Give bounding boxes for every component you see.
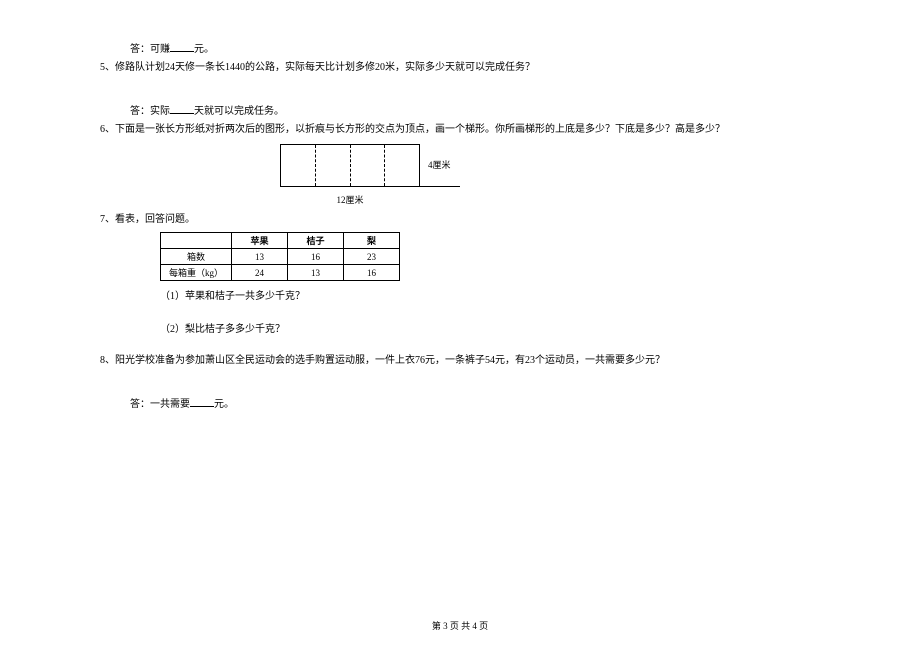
cell: 梨	[344, 233, 400, 249]
cell: 23	[344, 249, 400, 265]
q4-answer: 答：可赚 元。	[130, 42, 820, 58]
q5-answer-prefix: 答：实际	[130, 106, 170, 117]
cell: 苹果	[232, 233, 288, 249]
q5-answer-suffix: 天就可以完成任务。	[194, 106, 284, 117]
cell: 16	[344, 265, 400, 281]
cell: 13	[232, 249, 288, 265]
q4-answer-suffix: 元。	[194, 44, 214, 55]
fruit-table: 苹果 桔子 梨 箱数 13 16 23 每箱重（kg） 24 13 16	[160, 232, 400, 281]
cell: 24	[232, 265, 288, 281]
rectangle	[280, 144, 420, 186]
q4-blank	[170, 42, 194, 52]
fold-seg	[351, 145, 386, 186]
table-row: 箱数 13 16 23	[161, 249, 400, 265]
q5-text: 5、修路队计划24天修一条长1440的公路，实际每天比计划多修20米，实际多少天…	[100, 60, 820, 76]
cell: 箱数	[161, 249, 232, 265]
q8-text: 8、阳光学校准备为参加萧山区全民运动会的选手购置运动服，一件上衣76元，一条裤子…	[100, 353, 820, 369]
q7-text: 7、看表，回答问题。	[100, 212, 820, 228]
cell: 桔子	[288, 233, 344, 249]
cell	[161, 233, 232, 249]
q5-blank	[170, 104, 194, 114]
cell: 每箱重（kg）	[161, 265, 232, 281]
fold-seg	[385, 145, 419, 186]
q6-diagram: 4厘米 12厘米	[280, 144, 480, 206]
cell: 16	[288, 249, 344, 265]
q4-answer-prefix: 答：可赚	[130, 44, 170, 55]
q8-answer-suffix: 元。	[214, 399, 234, 410]
q7-sub1: （1）苹果和桔子一共多少千克？	[160, 287, 820, 302]
q6-text: 6、下面是一张长方形纸对折两次后的图形，以折痕与长方形的交点为顶点，画一个梯形。…	[100, 122, 820, 138]
fold-seg	[316, 145, 351, 186]
table-row: 每箱重（kg） 24 13 16	[161, 265, 400, 281]
width-label: 12厘米	[280, 193, 420, 206]
q5-answer: 答：实际 天就可以完成任务。	[130, 104, 820, 120]
q8-answer: 答：一共需要 元。	[130, 397, 820, 413]
q8-answer-prefix: 答：一共需要	[130, 399, 190, 410]
page-footer: 第 3 页 共 4 页	[0, 619, 920, 632]
q7-sub2: （2）梨比桔子多多少千克？	[160, 320, 820, 335]
q8-blank	[190, 397, 214, 407]
cell: 13	[288, 265, 344, 281]
table-row: 苹果 桔子 梨	[161, 233, 400, 249]
base-line	[280, 186, 460, 187]
height-label: 4厘米	[428, 158, 451, 171]
fold-seg	[281, 145, 316, 186]
